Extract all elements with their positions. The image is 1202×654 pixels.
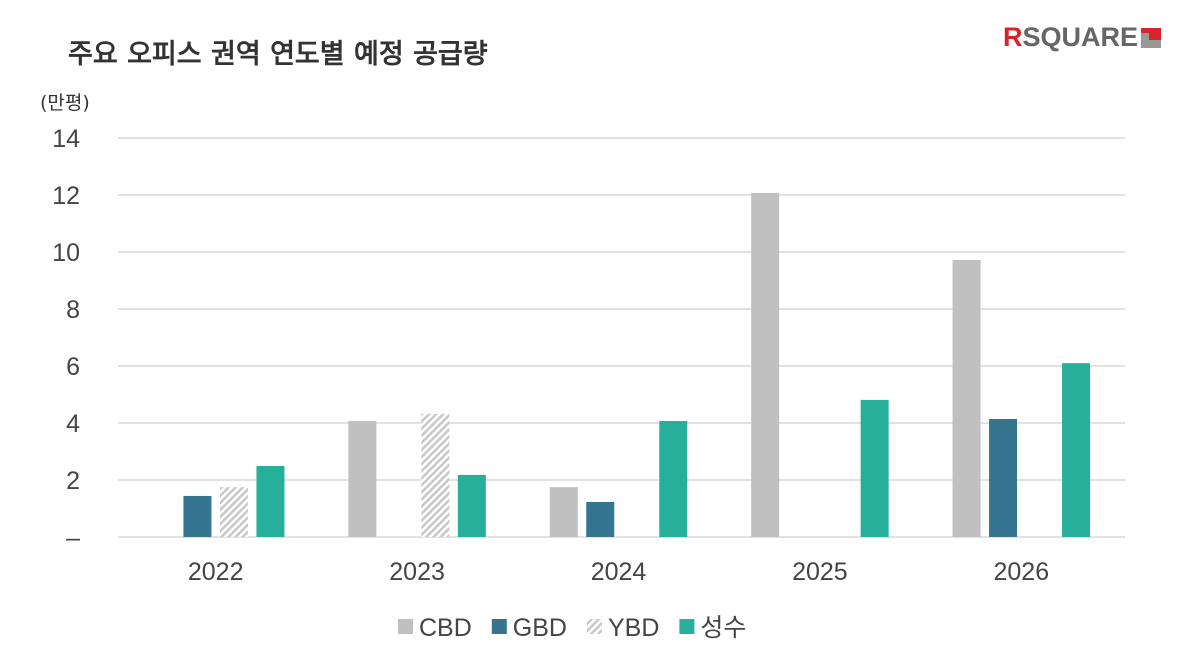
bar-성수-2025 [860,399,889,537]
legend-label: CBD [419,614,472,642]
y-tick-label: 14 [52,125,80,153]
bar-성수-2022 [256,466,285,537]
y-tick-label: 2 [66,467,80,495]
legend-swatch [491,619,507,634]
y-axis-unit: (만평) [40,92,90,114]
bar-성수-2026 [1062,363,1091,537]
y-tick-label: 4 [66,410,80,438]
legend-label: GBD [513,614,567,642]
x-tick-label: 2022 [188,558,244,586]
x-tick-label: 2026 [993,558,1049,586]
x-tick-label: 2024 [591,558,647,586]
chart-title: 주요 오피스 권역 연도별 예정 공급량 [68,39,488,70]
bar-CBD-2025 [751,193,780,537]
y-tick-label: – [66,524,80,552]
x-tick-label: 2023 [389,558,445,586]
legend-label: 성수 [700,614,746,642]
bar-CBD-2024 [549,487,578,537]
bar-GBD-2024 [586,501,615,537]
rsquare-logo: RSQUARE [1003,22,1162,53]
bar-성수-2024 [659,421,688,537]
bar-YBD-2023 [421,413,450,537]
y-tick-label: 12 [52,182,80,210]
legend-swatch [398,619,413,634]
y-tick-label: 6 [66,353,80,381]
x-tick-label: 2025 [792,558,848,586]
bar-GBD-2026 [989,419,1018,537]
y-tick-label: 10 [52,239,80,267]
legend-swatch [586,619,602,634]
legend-swatch [679,619,695,634]
bar-CBD-2026 [952,259,981,537]
bar-성수-2023 [457,474,486,537]
bar-YBD-2022 [219,487,248,537]
y-tick-label: 8 [66,296,80,324]
legend-label: YBD [608,614,659,642]
bar-CBD-2023 [348,421,377,537]
bar-GBD-2022 [183,495,212,537]
